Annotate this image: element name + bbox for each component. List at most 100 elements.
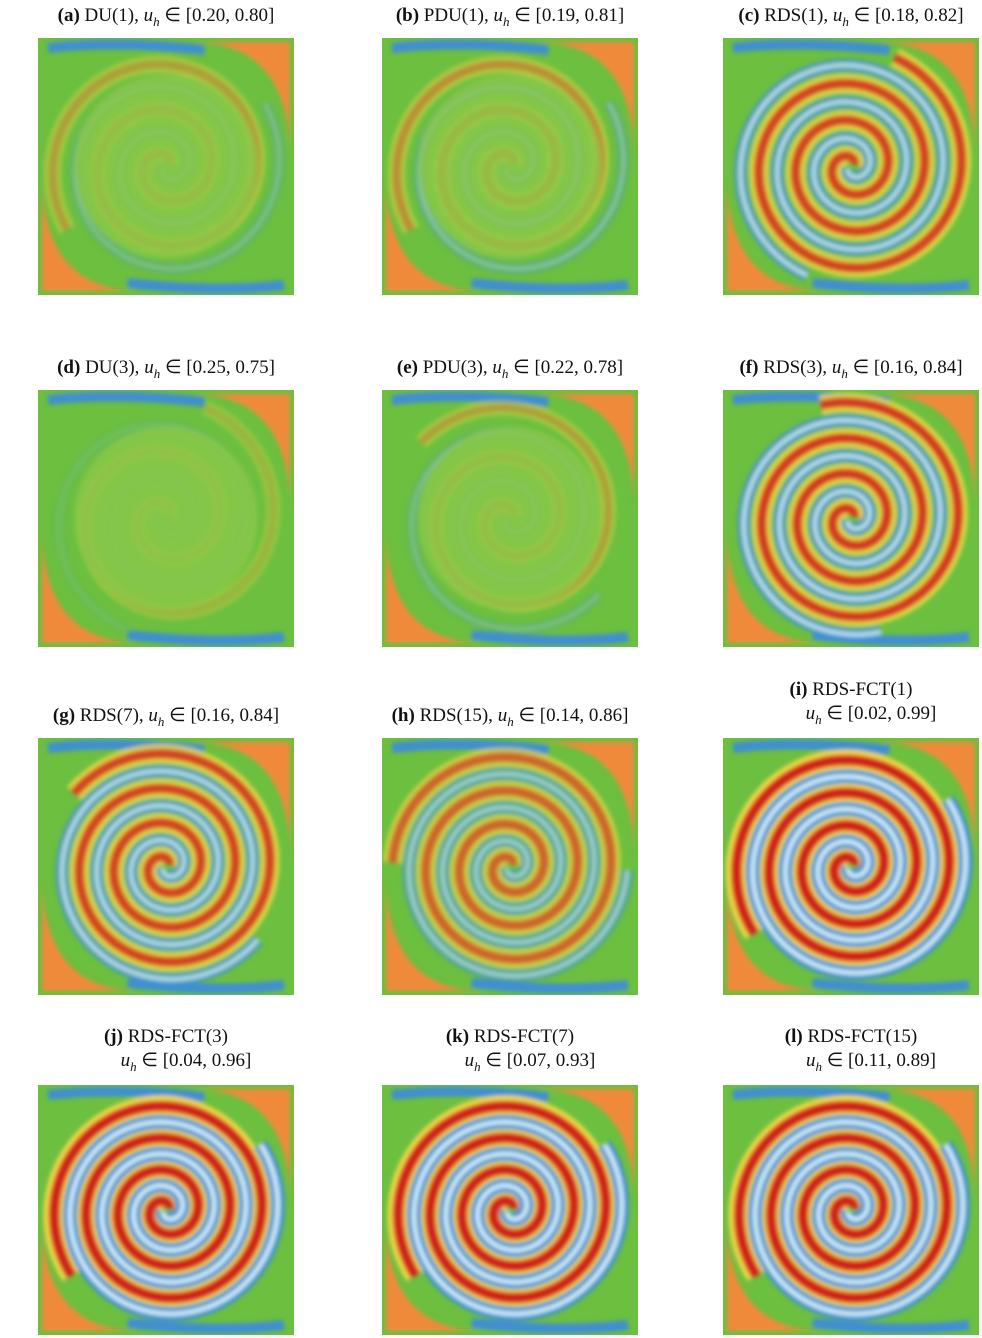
panel-label: (i) xyxy=(790,679,808,700)
panel-label: (e) xyxy=(397,357,418,378)
corner-cool xyxy=(472,283,628,289)
faded-center xyxy=(74,75,258,259)
relation: ∈ xyxy=(826,703,843,724)
corner-cool xyxy=(472,635,628,641)
solution-plot xyxy=(382,738,638,995)
range: [0.18, 0.82] xyxy=(875,5,964,26)
variable: u xyxy=(492,357,502,378)
caption: (k) RDS-FCT(7)uh ∈ [0.07, 0.93] xyxy=(342,1025,678,1079)
corner-cool xyxy=(128,283,284,289)
solution-plot xyxy=(38,38,294,295)
method-name: RDS-FCT(15) xyxy=(807,1026,917,1047)
caption-line: (c) RDS(1), uh ∈ [0.18, 0.82] xyxy=(683,4,982,34)
solution-plot xyxy=(382,1085,638,1335)
panel-label: (h) xyxy=(392,705,415,726)
caption-line: (l) RDS-FCT(15) xyxy=(683,1025,982,1049)
subscript: h xyxy=(841,366,848,381)
corner-cool xyxy=(128,1323,284,1329)
panel-label: (l) xyxy=(785,1026,803,1047)
caption: (e) PDU(3), uh ∈ [0.22, 0.78] xyxy=(342,356,678,386)
caption: (h) RDS(15), uh ∈ [0.14, 0.86] xyxy=(342,704,678,734)
variable: u xyxy=(148,705,158,726)
solution-plot xyxy=(38,1085,294,1335)
solution-plot xyxy=(382,390,638,647)
corner-cool xyxy=(813,283,969,289)
subscript: h xyxy=(815,712,822,727)
subscript: h xyxy=(503,14,510,29)
range: [0.11, 0.89] xyxy=(848,1050,936,1071)
caption: (c) RDS(1), uh ∈ [0.18, 0.82] xyxy=(683,4,982,34)
variable: u xyxy=(144,357,154,378)
panel-label: (j) xyxy=(104,1026,123,1047)
caption-line: (i) RDS-FCT(1) xyxy=(683,678,982,702)
relation: ∈ xyxy=(827,1050,844,1071)
subscript: h xyxy=(507,714,514,729)
corner-cool xyxy=(392,744,548,750)
caption: (b) PDU(1), uh ∈ [0.19, 0.81] xyxy=(342,4,678,34)
caption-line: uh ∈ [0.07, 0.93] xyxy=(342,1049,678,1079)
corner-cool xyxy=(392,1091,548,1097)
solution-plot xyxy=(382,38,638,295)
figure: (a) DU(1), uh ∈ [0.20, 0.80] (b) PDU(1), … xyxy=(0,0,982,1338)
range: [0.25, 0.75] xyxy=(186,357,275,378)
caption-line: (a) DU(1), uh ∈ [0.20, 0.80] xyxy=(0,4,334,34)
range: [0.22, 0.78] xyxy=(534,357,623,378)
range: [0.16, 0.84] xyxy=(190,705,279,726)
solution-plot xyxy=(38,390,294,647)
solution-plot xyxy=(723,38,979,295)
subscript: h xyxy=(502,366,509,381)
variable: u xyxy=(806,703,816,724)
corner-cool xyxy=(733,744,889,750)
relation: ∈ xyxy=(854,5,871,26)
variable: u xyxy=(833,5,843,26)
subscript: h xyxy=(154,366,161,381)
variable: u xyxy=(465,1050,475,1071)
solution-plot xyxy=(38,738,294,995)
corner-cool xyxy=(733,44,889,50)
corner-cool xyxy=(813,983,969,989)
range: [0.16, 0.84] xyxy=(874,357,963,378)
panel-label: (a) xyxy=(58,5,80,26)
caption-line: uh ∈ [0.02, 0.99] xyxy=(683,702,982,732)
panel-label: (c) xyxy=(738,5,759,26)
faded-center xyxy=(418,75,602,259)
solution-plot xyxy=(723,390,979,647)
method-name: RDS-FCT(7) xyxy=(474,1026,574,1047)
relation: ∈ xyxy=(485,1050,502,1071)
subscript: h xyxy=(815,1059,822,1074)
variable: u xyxy=(498,705,508,726)
panel-label: (f) xyxy=(739,357,758,378)
faded-center xyxy=(418,427,602,611)
corner-cool xyxy=(48,44,204,50)
caption: (l) RDS-FCT(15)uh ∈ [0.11, 0.89] xyxy=(683,1025,982,1079)
caption-line: (b) PDU(1), uh ∈ [0.19, 0.81] xyxy=(342,4,678,34)
corner-cool xyxy=(733,1091,889,1097)
corner-cool xyxy=(392,44,548,50)
method-name: PDU(1), xyxy=(424,5,489,26)
range: [0.02, 0.99] xyxy=(848,703,937,724)
relation: ∈ xyxy=(518,705,535,726)
caption-line: (h) RDS(15), uh ∈ [0.14, 0.86] xyxy=(342,704,678,734)
subscript: h xyxy=(130,1059,137,1074)
subscript: h xyxy=(158,714,165,729)
relation: ∈ xyxy=(513,357,530,378)
variable: u xyxy=(144,5,154,26)
variable: u xyxy=(121,1050,131,1071)
caption-line: (e) PDU(3), uh ∈ [0.22, 0.78] xyxy=(342,356,678,386)
method-name: RDS-FCT(3) xyxy=(128,1026,228,1047)
variable: u xyxy=(832,357,842,378)
variable: u xyxy=(493,5,503,26)
relation: ∈ xyxy=(853,357,870,378)
caption: (f) RDS(3), uh ∈ [0.16, 0.84] xyxy=(683,356,982,386)
method-name: RDS(1), xyxy=(764,5,828,26)
relation: ∈ xyxy=(514,5,531,26)
caption: (g) RDS(7), uh ∈ [0.16, 0.84] xyxy=(0,704,334,734)
panel-label: (d) xyxy=(57,357,80,378)
caption: (i) RDS-FCT(1)uh ∈ [0.02, 0.99] xyxy=(683,678,982,732)
method-name: RDS(3), xyxy=(763,357,827,378)
range: [0.14, 0.86] xyxy=(540,705,629,726)
panel-label: (g) xyxy=(53,705,75,726)
caption-line: (f) RDS(3), uh ∈ [0.16, 0.84] xyxy=(683,356,982,386)
corner-cool xyxy=(48,396,204,402)
range: [0.19, 0.81] xyxy=(536,5,625,26)
